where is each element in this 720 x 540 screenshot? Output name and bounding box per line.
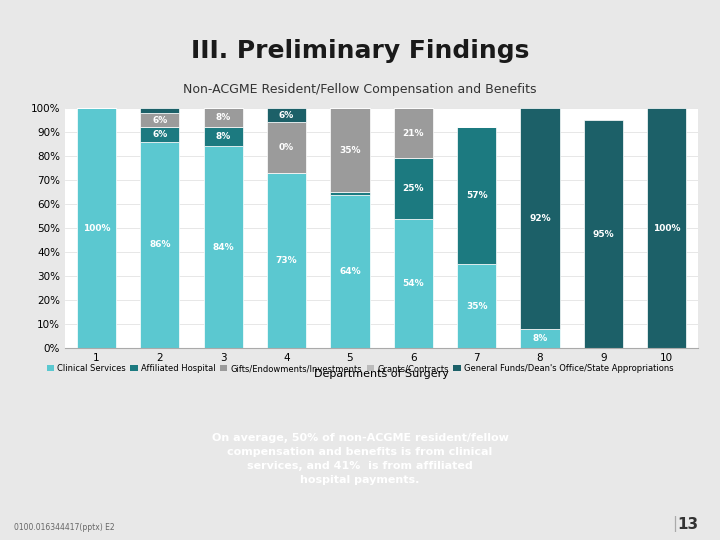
Text: 35%: 35% — [339, 146, 361, 154]
Bar — [457, 127, 496, 264]
Bar — [204, 108, 243, 127]
Text: 54%: 54% — [402, 279, 424, 288]
Text: 95%: 95% — [593, 230, 614, 239]
Bar — [521, 108, 559, 329]
Bar — [140, 141, 179, 348]
Text: 13: 13 — [678, 517, 698, 532]
Bar — [267, 123, 306, 173]
Text: 92%: 92% — [529, 214, 551, 223]
Text: 57%: 57% — [466, 191, 487, 200]
Text: III. Preliminary Findings: III. Preliminary Findings — [191, 38, 529, 63]
X-axis label: Departments of Surgery: Departments of Surgery — [314, 369, 449, 379]
Text: 6%: 6% — [152, 130, 168, 139]
Bar — [140, 113, 179, 127]
Bar — [140, 108, 179, 113]
Text: Non-ACGME Resident/Fellow Compensation and Benefits: Non-ACGME Resident/Fellow Compensation a… — [184, 83, 536, 96]
Bar — [204, 146, 243, 348]
Legend: Clinical Services, Affiliated Hospital, Gifts/Endowments/Investments, Grants/Con: Clinical Services, Affiliated Hospital, … — [43, 361, 677, 376]
Text: 35%: 35% — [466, 302, 487, 310]
Bar — [330, 192, 369, 194]
Bar — [204, 127, 243, 146]
Text: 100%: 100% — [653, 224, 680, 233]
Bar — [394, 108, 433, 158]
Text: 21%: 21% — [402, 129, 424, 138]
Text: 8%: 8% — [532, 334, 548, 343]
Text: 100%: 100% — [83, 224, 110, 233]
Bar — [267, 173, 306, 348]
Text: 0100.016344417(pptx) E2: 0100.016344417(pptx) E2 — [14, 523, 115, 532]
Text: 73%: 73% — [276, 256, 297, 265]
Bar — [584, 120, 623, 348]
Bar — [330, 108, 369, 192]
Bar — [267, 108, 306, 123]
Bar — [77, 108, 116, 348]
Text: 84%: 84% — [212, 243, 234, 252]
Text: 8%: 8% — [215, 132, 231, 141]
Text: 64%: 64% — [339, 267, 361, 276]
Text: 86%: 86% — [149, 240, 171, 249]
Bar — [394, 219, 433, 348]
Text: On average, 50% of non-ACGME resident/fellow
compensation and benefits is from c: On average, 50% of non-ACGME resident/fe… — [212, 433, 508, 485]
Bar — [647, 108, 686, 348]
Bar — [521, 329, 559, 348]
Text: |: | — [672, 516, 677, 532]
Bar — [394, 158, 433, 219]
Text: 25%: 25% — [402, 184, 424, 193]
Bar — [457, 264, 496, 348]
Text: 8%: 8% — [215, 113, 231, 122]
Bar — [330, 194, 369, 348]
Text: 6%: 6% — [279, 111, 294, 120]
Text: 0%: 0% — [279, 143, 294, 152]
Text: 6%: 6% — [152, 116, 168, 125]
Bar — [140, 127, 179, 141]
